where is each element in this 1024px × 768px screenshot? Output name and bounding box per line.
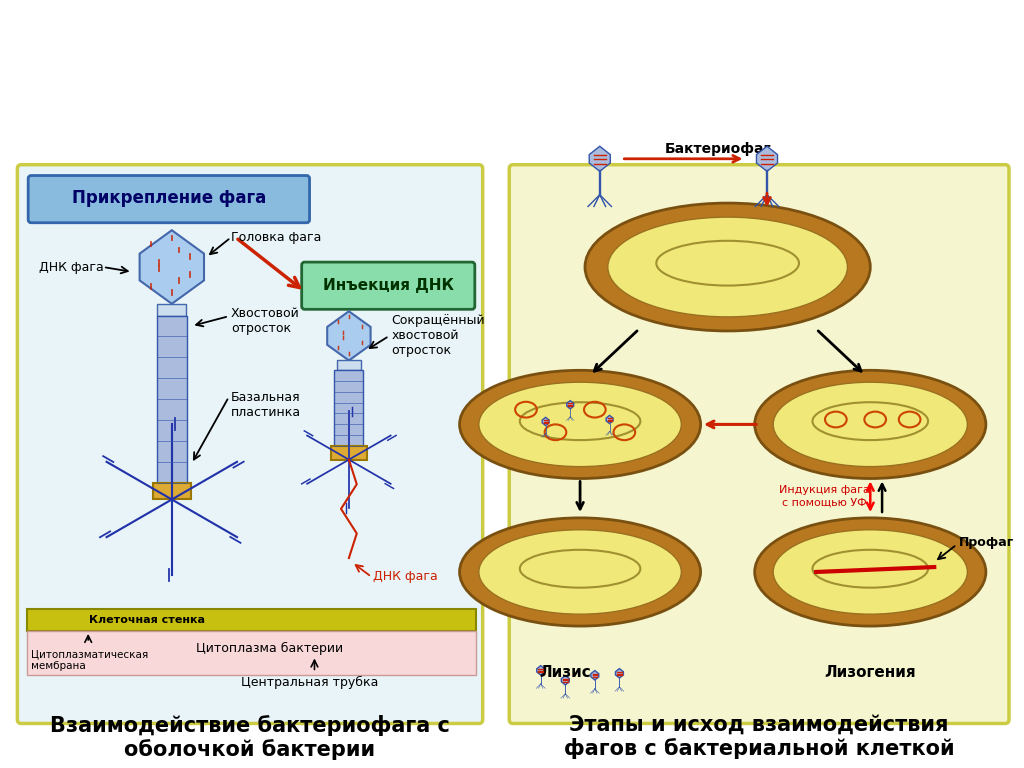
Polygon shape [757,146,777,171]
FancyBboxPatch shape [302,262,475,310]
Ellipse shape [479,382,681,467]
Ellipse shape [755,370,986,478]
Text: Сокращённый
хвостовой
отросток: Сокращённый хвостовой отросток [391,314,484,357]
Text: Профаг: Профаг [958,536,1014,549]
Text: Лизогения: Лизогения [824,665,916,680]
Text: ДНК фага: ДНК фага [39,260,103,273]
Text: Лизис: Лизис [540,665,591,680]
Text: Хвостовой
отросток: Хвостовой отросток [230,307,300,335]
Text: Базальная
пластинка: Базальная пластинка [230,391,301,419]
Polygon shape [591,670,599,680]
Text: Цитоплазма бактерии: Цитоплазма бактерии [197,642,343,655]
Polygon shape [566,401,573,409]
FancyBboxPatch shape [29,176,309,223]
Text: Бактериофаг: Бактериофаг [665,142,771,156]
Text: Клеточная стенка: Клеточная стенка [89,615,205,625]
FancyBboxPatch shape [17,164,482,723]
FancyBboxPatch shape [509,164,1009,723]
Text: Цитоплазматическая
мембрана: Цитоплазматическая мембрана [31,650,148,671]
Text: Головка фага: Головка фага [230,231,322,244]
Bar [28,631,476,675]
Text: ДНК фага: ДНК фага [374,571,438,584]
Bar [337,360,360,370]
Bar [158,304,186,316]
Ellipse shape [773,382,968,467]
Polygon shape [606,415,613,424]
Polygon shape [139,230,204,304]
Polygon shape [542,417,549,425]
Ellipse shape [608,217,848,317]
Ellipse shape [460,518,700,626]
Bar [335,370,364,446]
Polygon shape [615,669,624,678]
Text: Инъекция ДНК: Инъекция ДНК [323,278,454,293]
Text: Прикрепление фага: Прикрепление фага [72,189,266,207]
Ellipse shape [585,203,870,331]
Text: Центральная трубка: Центральная трубка [241,676,378,689]
Ellipse shape [773,530,968,614]
Bar [157,316,186,483]
Polygon shape [589,146,610,171]
Polygon shape [328,311,371,360]
Bar [153,483,191,499]
Bar [331,446,367,460]
Ellipse shape [479,530,681,614]
Text: Взаимодействие бактериофага с
оболочкой бактерии: Взаимодействие бактериофага с оболочкой … [49,714,450,760]
Polygon shape [537,666,545,675]
Polygon shape [561,676,569,685]
Text: Индукция фага
с помощью УФ: Индукция фага с помощью УФ [778,485,869,507]
Ellipse shape [755,518,986,626]
Text: Этапы и исход взаимодействия
фагов с бактериальной клеткой: Этапы и исход взаимодействия фагов с бак… [564,715,954,760]
Ellipse shape [460,370,700,478]
Bar [28,609,476,631]
